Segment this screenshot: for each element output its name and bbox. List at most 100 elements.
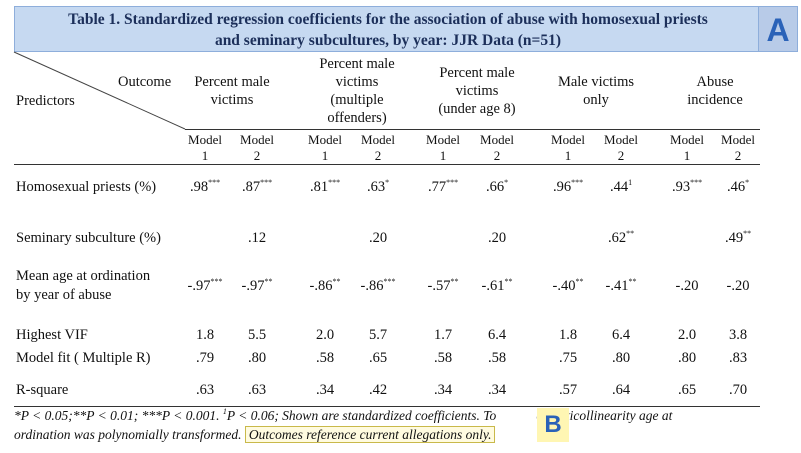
table-cell: .87*** [225,179,289,196]
cell-significance: *** [446,178,459,187]
table-cell: .62** [589,230,653,247]
table-cell: .64 [589,382,653,399]
table-cell: .63* [346,179,410,196]
cell-value: -.57 [427,278,451,294]
cell-significance: * [504,178,509,187]
cell-value: .80 [611,350,631,366]
model-label-number: 1 [564,148,572,163]
model-label-word: Model [551,132,585,147]
table-cell: 6.4 [465,327,529,344]
cell-value: .58 [433,350,453,366]
cell-value: .12 [247,230,267,246]
cell-value: .77 [427,179,447,195]
cell-value: .44 [609,179,629,195]
cell-significance: ** [450,277,459,286]
table-cell: 5.5 [225,327,289,344]
cell-value: -.61 [481,278,505,294]
table-cell: .63 [225,382,289,399]
column-header-line: Percent male [194,74,270,90]
table-cell: .63 [173,382,237,399]
cell-significance: *** [208,178,221,187]
model-label-number: 1 [683,148,691,163]
cell-significance: ** [626,229,635,238]
outcome-label: Outcome [118,74,172,90]
model-label-number: 2 [734,148,742,163]
cell-significance: ** [504,277,513,286]
cell-value: -.41 [605,278,629,294]
table-cell: .58 [293,350,357,367]
table-cell: .65 [655,382,719,399]
table-cell: .20 [465,230,529,247]
header-rule [185,129,760,130]
table-cell: -.97** [225,278,289,295]
column-header-line: victims [455,83,499,99]
table-cell: 1.8 [536,327,600,344]
table-cell: -.40** [536,278,600,295]
cell-significance: *** [571,178,584,187]
model-label-number: 2 [253,148,261,163]
cell-value: .34 [433,382,453,398]
cell-value: .62 [607,230,627,246]
model-label-number: 2 [374,148,382,163]
model-label-word: Model [240,132,274,147]
model-label-word: Model [670,132,704,147]
cell-value: 5.7 [368,327,388,343]
cell-value: 2.0 [677,327,697,343]
table-cell: .80 [589,350,653,367]
footnote-line-1: *P < 0.05;**P < 0.01; ***P < 0.001. 1P <… [14,408,672,424]
table-cell: .66* [465,179,529,196]
cell-value: .83 [728,350,748,366]
cell-value: .57 [558,382,578,398]
cell-value: -.97 [187,278,211,294]
annotation-label-a: A [758,6,798,52]
table-cell: .34 [465,382,529,399]
cell-significance: *** [383,277,396,286]
cell-value: 6.4 [611,327,631,343]
table-cell: .42 [346,382,410,399]
table-cell: -.41** [589,278,653,295]
table-cell: .80 [655,350,719,367]
table-title: Table 1. Standardized regression coeffic… [14,6,762,52]
table-cell: .96*** [536,179,600,196]
table-cell: .70 [706,382,770,399]
cell-value: -.86 [360,278,384,294]
model-label-number: 1 [321,148,329,163]
cell-value: -.86 [309,278,333,294]
cell-significance: *** [328,178,341,187]
cell-significance: *** [210,277,223,286]
model-label-word: Model [721,132,755,147]
cell-value: .65 [677,382,697,398]
column-header-line: incidence [687,92,743,108]
table-cell: 2.0 [655,327,719,344]
table-cell: .46* [706,179,770,196]
column-header-line: victims [210,92,254,108]
table-cell: .80 [225,350,289,367]
cell-value: -.20 [726,278,750,294]
table-cell: 1.8 [173,327,237,344]
title-line-1: Table 1. Standardized regression coeffic… [68,11,708,28]
cell-value: 1.8 [195,327,215,343]
table-cell: .83 [706,350,770,367]
cell-value: .93 [671,179,691,195]
row-label: Seminary subculture (%) [16,230,161,246]
cell-value: .63 [247,382,267,398]
footnote-significance: *P < 0.05;**P < 0.01; ***P < 0.001. [14,408,223,423]
model-label-word: Model [480,132,514,147]
row-label: by year of abuse [16,287,112,303]
cell-significance: *** [690,178,703,187]
column-header-line: victims [335,74,379,90]
footnote-superscript: 1 [222,407,227,416]
table-cell: .34 [293,382,357,399]
cell-value: 5.5 [247,327,267,343]
cell-significance: * [385,178,390,187]
table-cell: .58 [411,350,475,367]
model-label-number: 1 [439,148,447,163]
table-cell: .81*** [293,179,357,196]
cell-value: .46 [726,179,746,195]
bottom-rule [14,406,760,407]
model-label-number: 1 [201,148,209,163]
footnote-tail: e multicollinearity age at [536,408,673,423]
cell-value: .75 [558,350,578,366]
cell-significance: ** [575,277,584,286]
model-label-word: Model [188,132,222,147]
